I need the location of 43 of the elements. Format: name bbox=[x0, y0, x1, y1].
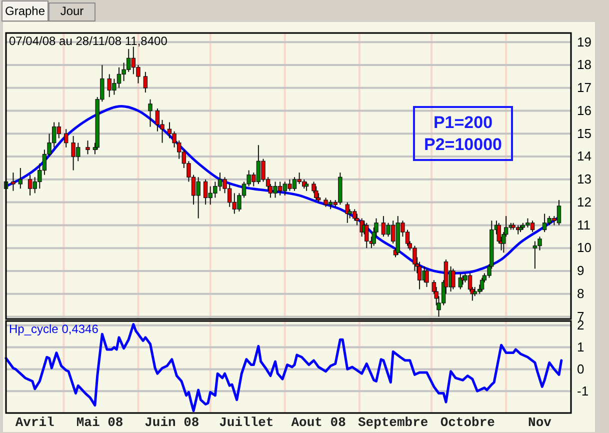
text: Graphe bbox=[4, 4, 46, 18]
y-tick-label: 12 bbox=[577, 194, 592, 210]
candlestick bbox=[314, 186, 318, 201]
candlestick bbox=[417, 261, 422, 290]
x-tick-label: Aout 08 bbox=[291, 415, 346, 430]
y-tick-label: 11 bbox=[577, 217, 590, 232]
annotation: P2=10000 bbox=[424, 135, 502, 154]
candlestick bbox=[480, 277, 484, 292]
text: Jour bbox=[60, 4, 84, 18]
y-tick-label: 19 bbox=[577, 34, 592, 50]
candlestick bbox=[143, 71, 148, 93]
x-tick-label: Mai 08 bbox=[76, 415, 124, 430]
y-tick-label: 9 bbox=[577, 263, 584, 278]
annotation: P1=200 bbox=[433, 113, 493, 132]
chart-title: 07/04/08 au 28/11/08 11,8400 bbox=[9, 34, 168, 48]
y-tick-label: -1 bbox=[577, 383, 589, 398]
y-tick-label: 15 bbox=[577, 126, 592, 141]
candlestick bbox=[364, 222, 369, 249]
candlestick bbox=[148, 98, 152, 128]
x-tick-label: Avril bbox=[15, 415, 55, 430]
line-series bbox=[4, 323, 563, 412]
y-tick-label: 8 bbox=[577, 286, 584, 301]
y-tick-label: 14 bbox=[577, 148, 592, 164]
y-tick-label: 10 bbox=[577, 240, 592, 256]
x-tick-label: Septembre bbox=[358, 415, 428, 430]
candlestick bbox=[11, 172, 16, 192]
y-tick-label: 0 bbox=[577, 361, 584, 376]
x-tick-label: Juin 08 bbox=[144, 415, 200, 430]
y-tick-label: 13 bbox=[577, 172, 592, 187]
x-tick-label: Juillet bbox=[219, 415, 274, 430]
candlestick bbox=[18, 167, 23, 190]
y-tick-label: 17 bbox=[577, 80, 592, 96]
candlestick bbox=[424, 268, 429, 288]
candlestick bbox=[86, 140, 90, 155]
x-tick-label: Octobre bbox=[440, 415, 496, 430]
candlestick bbox=[64, 128, 68, 148]
x-tick-label: Nov bbox=[528, 415, 552, 430]
candlestick bbox=[304, 181, 309, 192]
candlestick bbox=[451, 268, 456, 290]
chart-title: Hp_cycle 0,4346 bbox=[9, 322, 99, 336]
y-tick-label: 1 bbox=[577, 339, 584, 354]
y-tick-label: 16 bbox=[577, 102, 592, 118]
y-tick-label: 18 bbox=[577, 57, 592, 72]
